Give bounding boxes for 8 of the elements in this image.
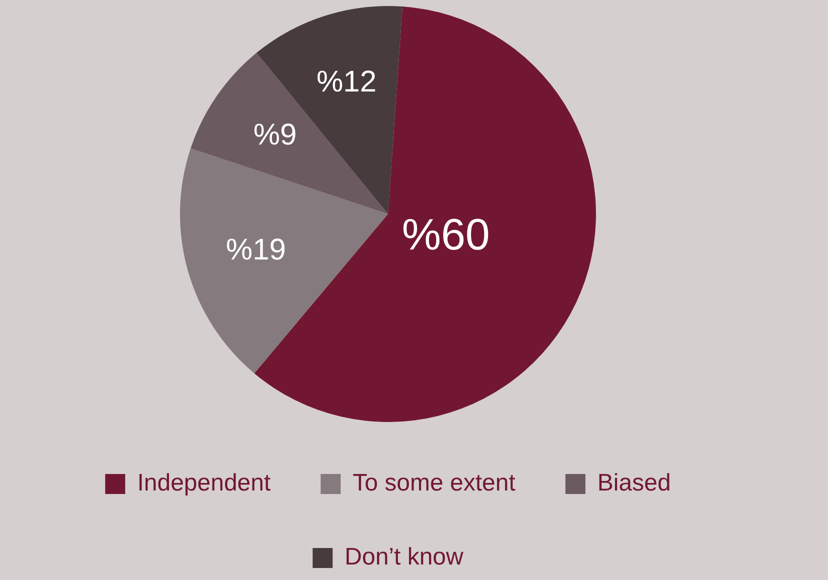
legend-label: Independent bbox=[137, 470, 271, 497]
data-label: %60 bbox=[402, 210, 490, 260]
data-label: %19 bbox=[226, 234, 286, 267]
legend-label: Don’t know bbox=[344, 544, 464, 571]
data-label: %12 bbox=[316, 65, 377, 98]
data-label: %9 bbox=[253, 118, 297, 152]
legend-label: To some extent bbox=[352, 470, 516, 497]
legend-label: Biased bbox=[597, 470, 671, 497]
